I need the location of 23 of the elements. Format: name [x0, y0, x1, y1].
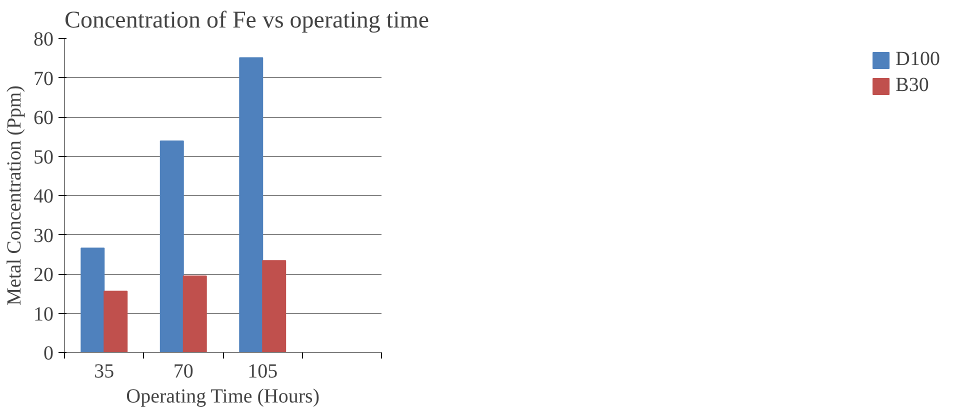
y-tick-label: 10	[34, 303, 54, 326]
y-tick-label: 40	[34, 186, 54, 208]
x-tick-label: 35	[94, 360, 114, 382]
y-tick-label: 70	[34, 68, 54, 90]
bar	[239, 57, 264, 352]
x-tick-label: 105	[248, 360, 278, 382]
x-axis-title: Operating Time (Hours)	[126, 386, 320, 408]
bar	[182, 275, 207, 352]
legend-label: D100	[896, 48, 940, 71]
y-axis-title: Metal Concentration (Ppm)	[4, 86, 26, 306]
y-tick-label: 60	[34, 107, 54, 129]
bar	[160, 140, 184, 352]
y-tick-label: 30	[34, 224, 54, 247]
y-tick-label: 20	[34, 264, 54, 286]
y-tick-label: 80	[34, 28, 54, 50]
y-tick-label: 50	[34, 146, 54, 168]
legend-label: B30	[896, 74, 929, 97]
bar	[104, 290, 128, 352]
chart-title: Concentration of Fe vs operating time	[64, 8, 430, 34]
y-tick-label: 0	[44, 342, 54, 364]
bar	[262, 260, 286, 352]
bar	[80, 248, 105, 352]
x-tick-label: 70	[173, 360, 194, 382]
